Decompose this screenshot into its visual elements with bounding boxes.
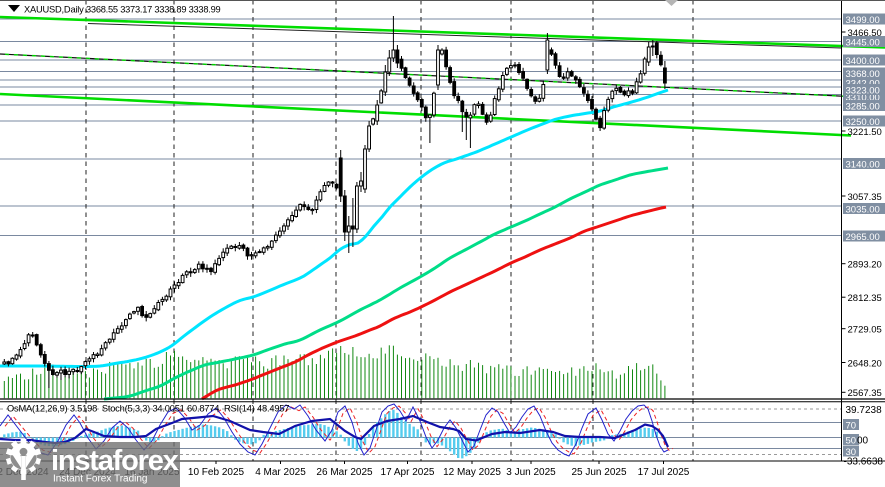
svg-text:3499.00: 3499.00 (846, 15, 880, 26)
svg-text:OsMA(12,26,9) 3.5198 Stoch(5,: OsMA(12,26,9) 3.5198 Stoch(5,3,3) 34.005… (7, 404, 289, 414)
svg-text:3140.00: 3140.00 (846, 159, 880, 170)
svg-text:3035.00: 3035.00 (846, 204, 880, 215)
svg-text:3368.55 3373.17 3338.89 3338.9: 3368.55 3373.17 3338.89 3338.99 (86, 5, 221, 15)
svg-text:2812.35: 2812.35 (848, 293, 882, 304)
svg-text:39.7238: 39.7238 (846, 405, 883, 416)
svg-text:3057.35: 3057.35 (848, 192, 882, 203)
svg-text:3466.50: 3466.50 (848, 28, 882, 39)
svg-text:50: 50 (846, 435, 857, 446)
svg-text:3368.00: 3368.00 (846, 69, 880, 80)
svg-text:instaforex: instaforex (51, 445, 179, 477)
svg-text:3400.00: 3400.00 (846, 56, 880, 67)
svg-text:2729.05: 2729.05 (848, 325, 882, 336)
svg-text:17 Apr 2025: 17 Apr 2025 (381, 467, 435, 478)
svg-text:10 Feb 2025: 10 Feb 2025 (188, 467, 245, 478)
svg-text:26 Mar 2025: 26 Mar 2025 (316, 467, 373, 478)
svg-text:3221.50: 3221.50 (848, 127, 882, 138)
svg-text:Instant Forex Trading: Instant Forex Trading (53, 474, 148, 485)
svg-text:3445.00: 3445.00 (846, 37, 880, 48)
svg-text:2965.00: 2965.00 (846, 232, 880, 243)
svg-text:3323.00: 3323.00 (846, 85, 880, 96)
svg-text:2567.35: 2567.35 (848, 388, 882, 399)
svg-text:70: 70 (846, 420, 857, 431)
svg-text:3250.00: 3250.00 (846, 117, 880, 128)
svg-text:2648.20: 2648.20 (848, 358, 882, 369)
svg-text:3285.00: 3285.00 (846, 101, 880, 112)
svg-text:XAUUSD,Daily: XAUUSD,Daily (24, 5, 84, 15)
svg-text:12 May 2025: 12 May 2025 (443, 467, 501, 478)
svg-text:3310.00: 3310.00 (846, 92, 880, 103)
svg-text:3 Jun 2025: 3 Jun 2025 (506, 467, 556, 478)
svg-text:17 Jul 2025: 17 Jul 2025 (638, 467, 690, 478)
svg-text:4 Mar 2025: 4 Mar 2025 (255, 467, 306, 478)
svg-text:3342.00: 3342.00 (846, 78, 880, 89)
svg-text:-33.6638: -33.6638 (844, 457, 884, 468)
svg-text:00: 00 (857, 435, 869, 446)
svg-text:30: 30 (846, 447, 857, 458)
svg-text:25 Jun 2025: 25 Jun 2025 (571, 467, 626, 478)
svg-text:2893.20: 2893.20 (848, 260, 882, 271)
